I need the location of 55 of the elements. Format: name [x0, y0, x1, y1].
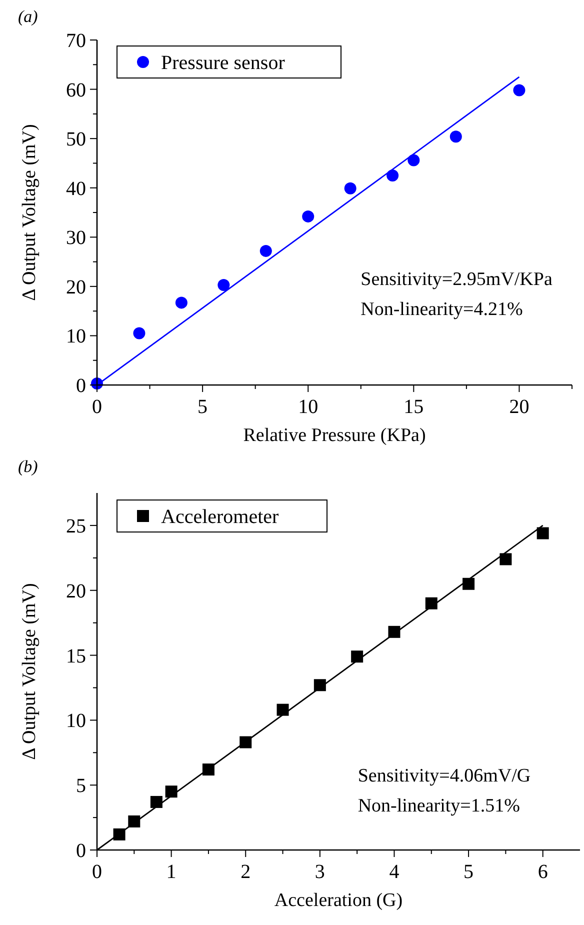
annotation: Non-linearity=1.51%	[358, 795, 520, 816]
x-tick-label: 20	[509, 396, 530, 418]
legend-label: Accelerometer	[161, 506, 280, 528]
y-axis-title: Δ Output Voltage (mV)	[19, 583, 40, 760]
y-tick-label: 70	[66, 30, 86, 52]
point	[386, 170, 399, 182]
y-tick-label: 40	[66, 178, 86, 200]
point	[536, 527, 549, 540]
point	[462, 578, 475, 590]
point	[408, 154, 420, 166]
x-tick-label: 1	[166, 861, 176, 883]
y-tick-label: 20	[66, 276, 86, 298]
x-axis-title: Relative Pressure (KPa)	[243, 425, 426, 446]
x-tick-label: 3	[314, 861, 325, 883]
text: (b)	[18, 457, 38, 476]
y-tick-label: 10	[66, 710, 86, 732]
y-tick-label: 0	[76, 840, 86, 862]
x-axis-title: Acceleration (G)	[274, 890, 403, 911]
point	[260, 244, 272, 257]
y-tick-label: 15	[66, 645, 86, 668]
point	[344, 182, 356, 194]
point	[175, 296, 188, 309]
x-tick-label: 2	[240, 861, 251, 883]
point	[500, 553, 512, 566]
y-tick-label: 30	[66, 227, 86, 250]
x-tick-label: 6	[538, 861, 548, 883]
y-tick-label: 60	[66, 79, 86, 102]
point	[276, 704, 289, 716]
y-tick-label: 25	[66, 515, 86, 538]
x-tick-label: 5	[198, 396, 208, 418]
x-tick-label: 10	[298, 396, 318, 418]
x-tick-label: 0	[92, 396, 102, 418]
text: (a)	[18, 7, 38, 26]
y-tick-label: 5	[76, 775, 86, 798]
y-tick-label: 0	[76, 375, 86, 397]
legend-label: Pressure sensor	[161, 52, 286, 74]
point	[302, 210, 314, 222]
point	[165, 786, 178, 798]
point	[351, 650, 364, 663]
point	[450, 130, 462, 143]
x-tick-label: 5	[464, 861, 474, 883]
x-tick-label: 15	[404, 396, 424, 418]
y-tick-label: 20	[66, 580, 86, 602]
annotation: Non-linearity=4.21%	[360, 298, 523, 320]
annotation: Sensitivity=2.95mV/KPa	[360, 268, 553, 290]
annotation: Sensitivity=4.06mV/G	[358, 765, 531, 786]
point	[150, 796, 162, 808]
y-tick-label: 50	[66, 128, 86, 151]
y-axis-title: Δ Output Voltage (mV)	[19, 124, 40, 301]
point	[218, 278, 230, 291]
x-tick-label: 4	[389, 861, 400, 883]
point	[133, 327, 146, 340]
point	[513, 84, 526, 96]
y-tick-label: 10	[66, 326, 86, 348]
x-tick-label: 0	[92, 861, 102, 883]
